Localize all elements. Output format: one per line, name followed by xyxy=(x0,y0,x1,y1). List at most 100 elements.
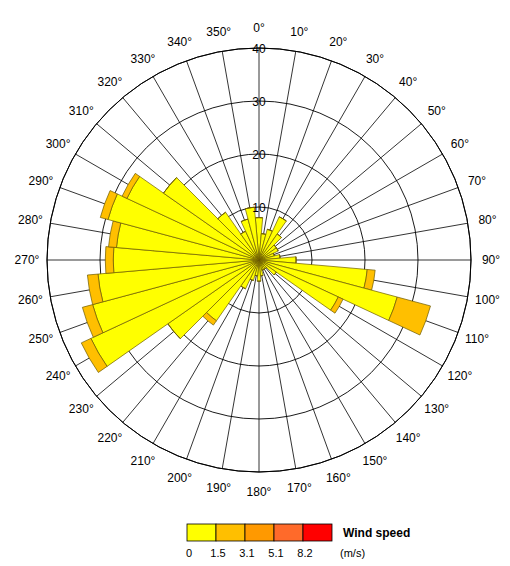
wind-bar xyxy=(364,269,375,290)
direction-label: 30° xyxy=(366,52,384,66)
direction-label: 220° xyxy=(97,431,122,445)
direction-label: 230° xyxy=(69,402,94,416)
direction-label: 20° xyxy=(329,35,347,49)
direction-label: 130° xyxy=(424,402,449,416)
bars xyxy=(81,173,430,372)
direction-label: 320° xyxy=(97,75,122,89)
wind-bar xyxy=(109,221,121,248)
wind-bar xyxy=(279,255,281,259)
legend-swatch xyxy=(187,524,216,541)
legend-tick-label: 8.2 xyxy=(297,547,312,559)
wind-bar xyxy=(255,217,262,218)
spoke xyxy=(97,124,259,260)
wind-bar xyxy=(241,286,246,289)
legend-tick-label: 1.5 xyxy=(210,547,225,559)
direction-label: 330° xyxy=(131,52,156,66)
legend-swatch xyxy=(303,524,332,541)
direction-label: 280° xyxy=(18,213,43,227)
wind-bar xyxy=(295,257,296,263)
wind-bar xyxy=(163,178,259,260)
radial-tick-label: 30 xyxy=(252,95,266,109)
radial-labels: 10 20 30 40 xyxy=(252,42,266,215)
direction-label: 160° xyxy=(326,471,351,485)
direction-label: 80° xyxy=(478,213,496,227)
wind-bar xyxy=(100,191,117,220)
direction-label: 40° xyxy=(399,75,417,89)
spoke xyxy=(259,260,458,333)
wind-bar xyxy=(245,207,259,260)
wind-bar xyxy=(87,274,102,304)
wind-bar xyxy=(257,281,261,282)
direction-label: 210° xyxy=(131,454,156,468)
radial-tick-label: 10 xyxy=(252,201,266,215)
legend-swatch xyxy=(216,524,245,541)
wind-bar xyxy=(259,260,338,310)
direction-label: 190° xyxy=(206,481,231,495)
direction-label: 170° xyxy=(287,481,312,495)
direction-label: 340° xyxy=(167,35,192,49)
wind-bar xyxy=(279,217,286,221)
legend-tick-label: 5.1 xyxy=(268,547,283,559)
direction-label: 310° xyxy=(69,104,94,118)
wind-bar xyxy=(274,245,276,248)
wind-bar xyxy=(91,260,259,366)
direction-label: 100° xyxy=(475,293,500,307)
direction-label: 290° xyxy=(29,174,54,188)
wind-bar xyxy=(259,234,281,260)
direction-label: 110° xyxy=(465,332,489,346)
spoke xyxy=(75,154,259,260)
direction-label: 260° xyxy=(18,293,43,307)
wind-bar xyxy=(261,233,266,235)
wind-bar xyxy=(277,234,281,238)
spoke xyxy=(75,260,259,366)
background-rect xyxy=(0,0,510,566)
legend-tick-label: 3.1 xyxy=(239,547,254,559)
direction-label: 50° xyxy=(428,104,446,118)
direction-label: 270° xyxy=(15,253,40,267)
grid-circle xyxy=(100,101,418,419)
wind-bar xyxy=(260,275,263,276)
radial-tick-label: 20 xyxy=(252,148,266,162)
direction-label: 10° xyxy=(290,25,308,39)
wind-bar xyxy=(276,248,278,251)
direction-labels: 0° 10° 20° 30° 40° 50° 60° 70° 80° 90° 100° 110° 120… xyxy=(15,21,501,499)
wind-bar xyxy=(267,229,272,231)
direction-label: 350° xyxy=(206,25,231,39)
wind-bar xyxy=(122,173,140,198)
wind-bar xyxy=(241,219,248,222)
direction-label: 90° xyxy=(482,253,500,267)
wind-bar xyxy=(82,305,103,338)
direction-label: 250° xyxy=(29,332,54,346)
direction-label: 70° xyxy=(468,174,486,188)
wind-bar xyxy=(241,231,246,234)
wind-bar xyxy=(259,217,286,260)
direction-label: 0° xyxy=(253,21,265,35)
direction-label: 180° xyxy=(247,485,272,499)
legend-swatch xyxy=(245,524,274,541)
wind-bar xyxy=(389,297,431,335)
background xyxy=(0,0,510,566)
direction-label: 300° xyxy=(46,137,71,151)
direction-label: 200° xyxy=(167,471,192,485)
wind-bar xyxy=(259,260,397,320)
wind-bar xyxy=(81,338,107,372)
wind-bar xyxy=(127,176,259,260)
legend: 01.53.15.18.2Wind speed(m/s) xyxy=(186,524,410,559)
wind-bar xyxy=(218,212,226,219)
direction-label: 140° xyxy=(396,431,421,445)
direction-label: 240° xyxy=(46,369,71,383)
wind-bar xyxy=(331,297,343,313)
direction-label: 120° xyxy=(448,369,473,383)
legend-tick-label: 0 xyxy=(186,547,192,559)
wind-bar xyxy=(250,279,253,280)
wind-bar xyxy=(168,324,180,339)
legend-unit: (m/s) xyxy=(340,547,365,559)
grid-circle xyxy=(47,48,471,472)
wind-bar xyxy=(259,260,276,275)
direction-label: 150° xyxy=(363,454,388,468)
radial-tick-label: 40 xyxy=(252,42,266,56)
wind-bar xyxy=(163,178,176,194)
grid xyxy=(47,48,471,472)
wind-bar xyxy=(274,272,276,275)
direction-label: 60° xyxy=(451,137,469,151)
